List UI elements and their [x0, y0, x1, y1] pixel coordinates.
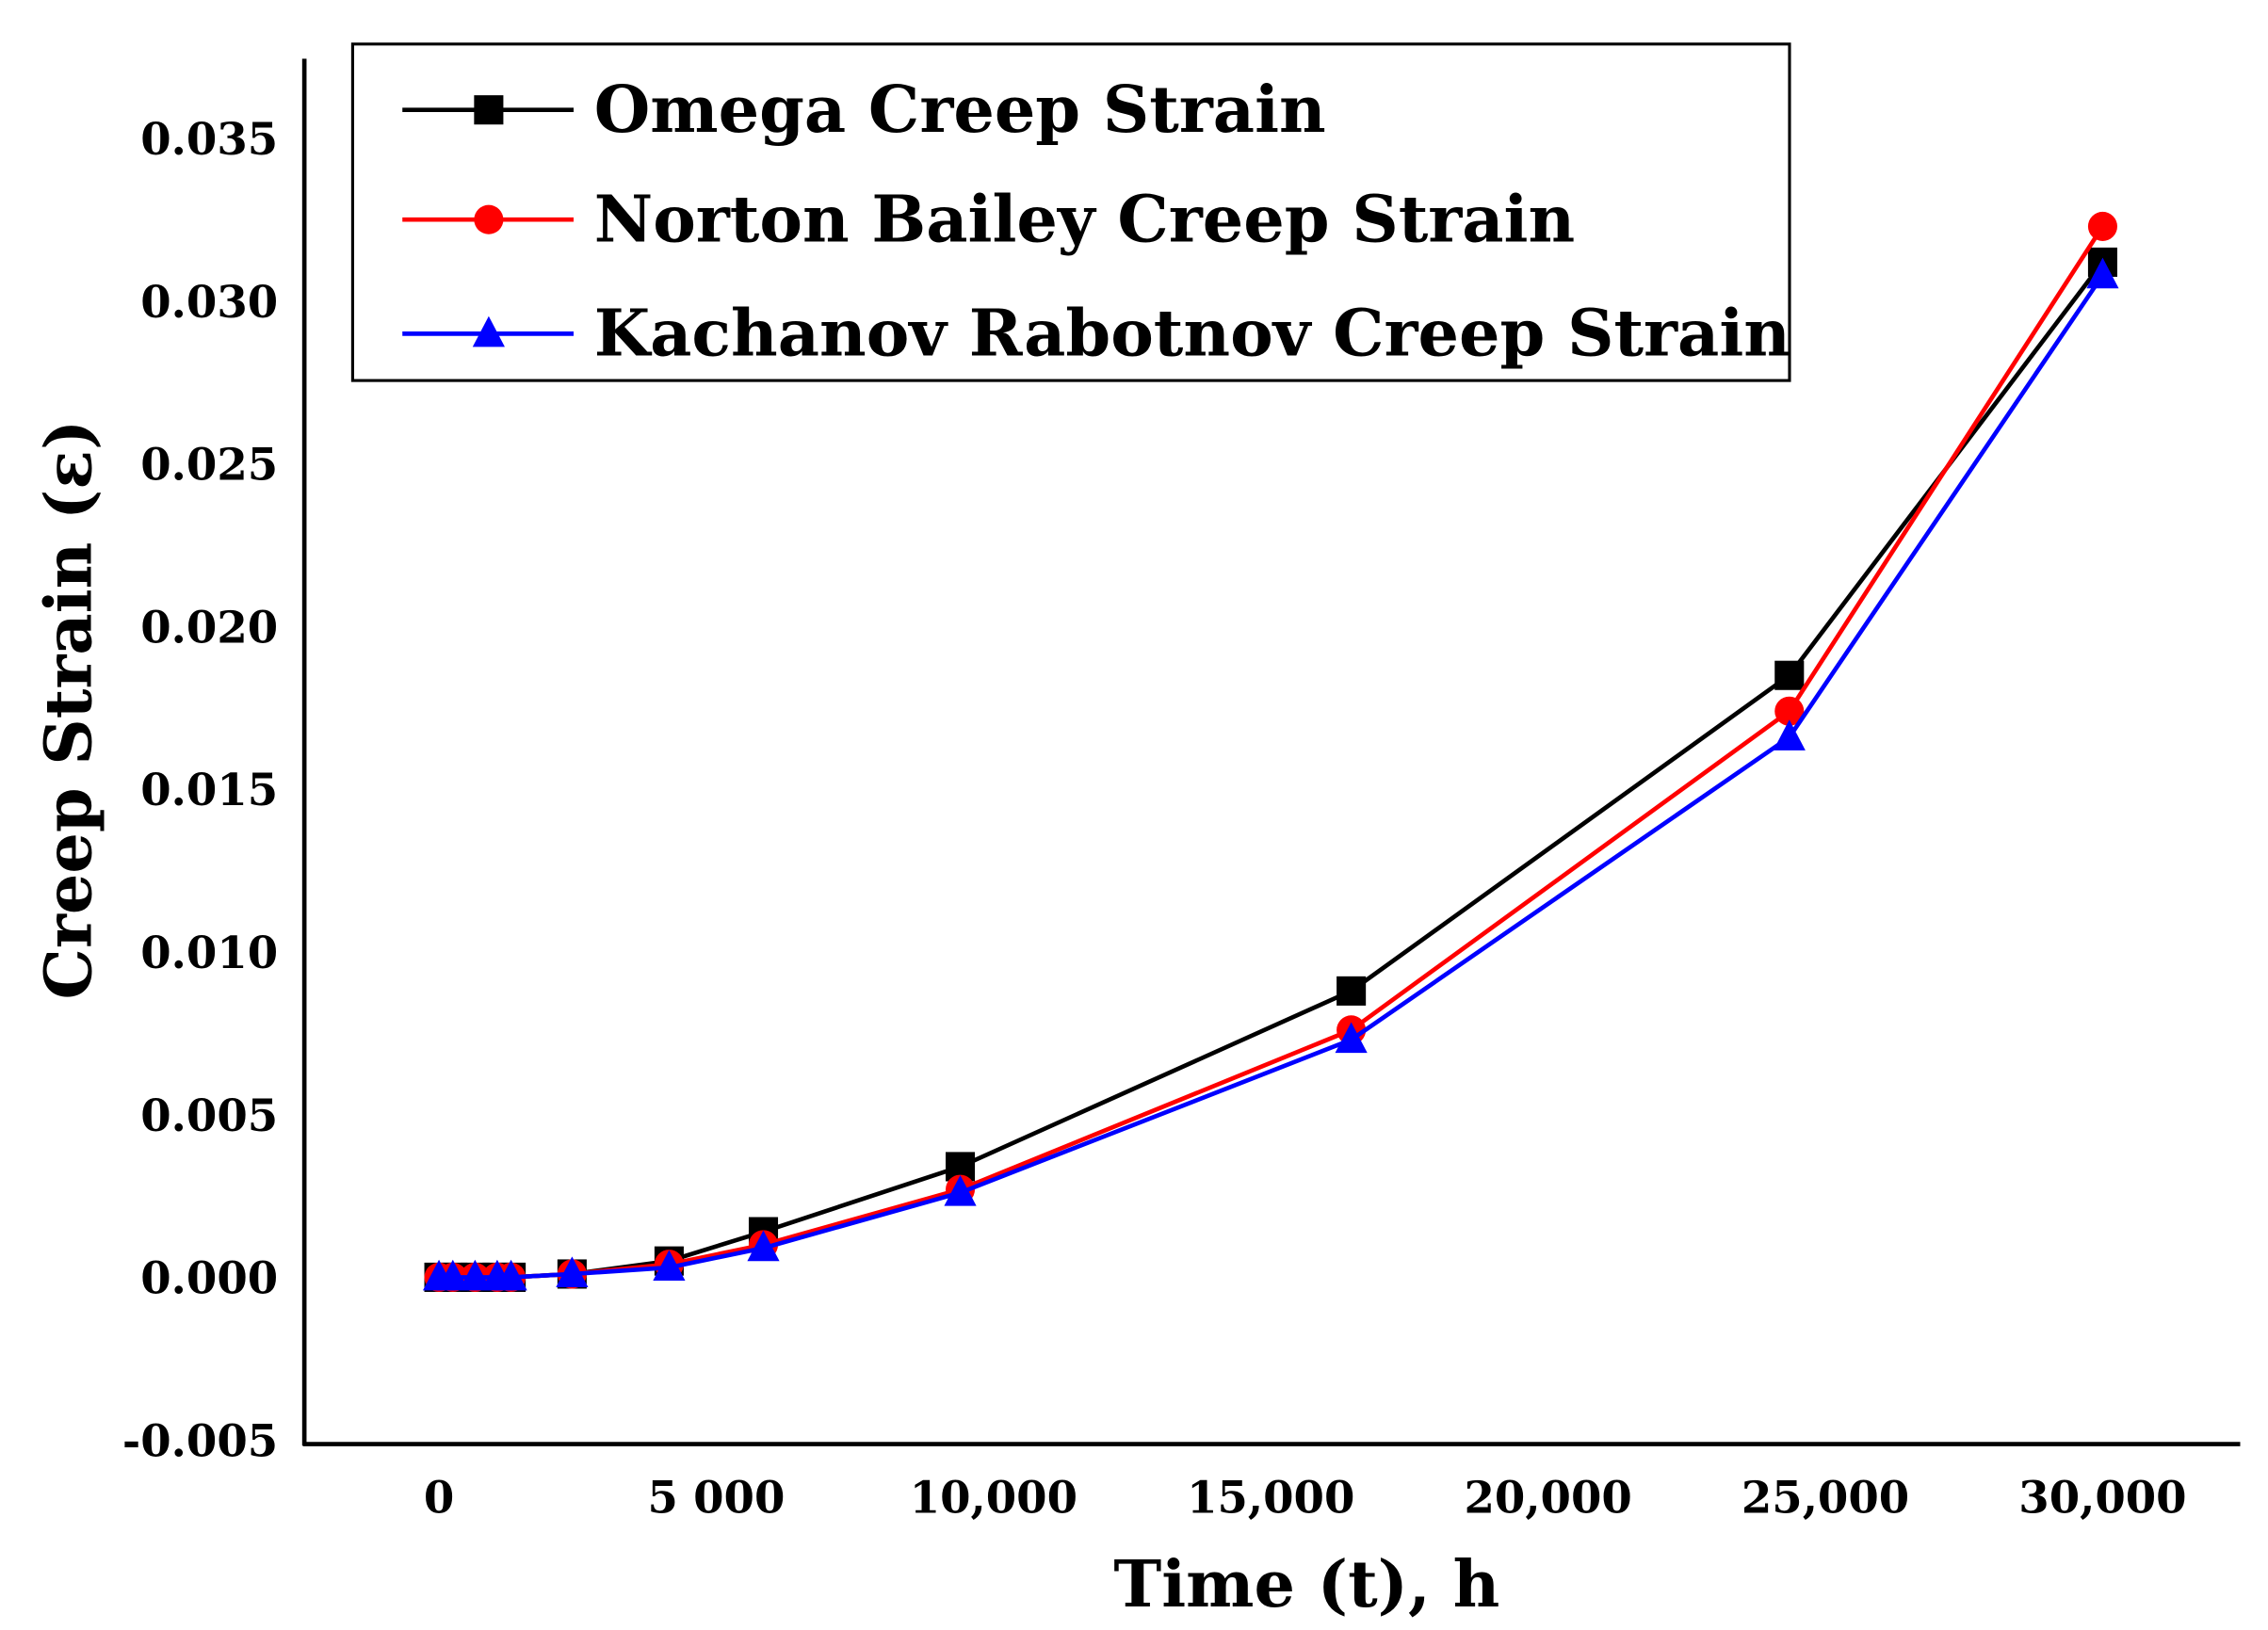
y-tick-label: 0.030 — [140, 276, 278, 328]
y-tick-label: 0.005 — [140, 1089, 278, 1141]
data-point — [459, 1259, 492, 1291]
x-tick-label: 0 — [424, 1472, 454, 1524]
series-line — [439, 225, 2105, 1280]
series-square — [424, 247, 2117, 1292]
data-point — [1773, 719, 1806, 750]
data-point — [2086, 257, 2119, 289]
x-axis-label: Time (t), h — [1113, 1547, 1499, 1622]
data-point — [1774, 660, 1805, 690]
legend-item: Norton Bailey Creep Strain — [402, 183, 1575, 258]
x-tick-label: 25,000 — [1742, 1472, 1909, 1524]
y-tick-label: 0.020 — [140, 601, 278, 653]
series-line — [439, 273, 2105, 1280]
data-point — [1336, 976, 1367, 1006]
legend-marker-triangle-icon — [472, 315, 505, 347]
x-tick-label: 10,000 — [910, 1472, 1077, 1524]
x-tick-label: 20,000 — [1464, 1472, 1631, 1524]
legend-marker-circle-icon — [474, 204, 504, 234]
data-point — [2087, 211, 2117, 241]
series-line — [439, 261, 2105, 1280]
series-triangle — [422, 257, 2119, 1291]
y-axis-label: Creep Strain (ε) — [31, 420, 106, 1000]
data-point — [1335, 1022, 1368, 1054]
legend-label: Norton Bailey Creep Strain — [594, 183, 1575, 258]
data-point — [494, 1259, 527, 1291]
y-tick-label: 0.035 — [140, 113, 278, 165]
data-point — [1774, 696, 1805, 726]
y-tick-label: 0.000 — [140, 1252, 278, 1304]
y-tick-label: 0.025 — [140, 439, 278, 491]
y-tick-label: 0.015 — [140, 764, 278, 815]
legend-box — [350, 42, 1791, 382]
y-tick-labels: -0.005 0.000 0.005 0.010 0.015 0.020 0.025 0.03… — [122, 113, 278, 1466]
data-point — [556, 1256, 589, 1287]
x-tick-label: 15,000 — [1187, 1472, 1354, 1524]
data-point — [436, 1259, 469, 1291]
x-tick-label: 5 000 — [648, 1472, 786, 1524]
series-group — [422, 211, 2119, 1292]
legend-label: Omega Creep Strain — [594, 73, 1326, 148]
x-tick-label: 30,000 — [2018, 1472, 2186, 1524]
x-tick-labels: 0 5 000 10,000 15,000 20,000 25,000 30,000 — [424, 1472, 2187, 1524]
y-tick-label: -0.005 — [122, 1414, 278, 1466]
y-tick-label: 0.010 — [140, 927, 278, 978]
data-point — [653, 1250, 686, 1282]
legend-item: Kachanov Rabotnov Creep Strain — [402, 297, 1790, 372]
data-point — [944, 1174, 977, 1206]
legend-item: Omega Creep Strain — [402, 73, 1326, 148]
data-point — [747, 1230, 780, 1262]
legend-marker-square-icon — [474, 95, 504, 125]
legend-label: Kachanov Rabotnov Creep Strain — [594, 297, 1790, 372]
legend: Omega Creep Strain Norton Bailey Creep St… — [350, 42, 1791, 382]
